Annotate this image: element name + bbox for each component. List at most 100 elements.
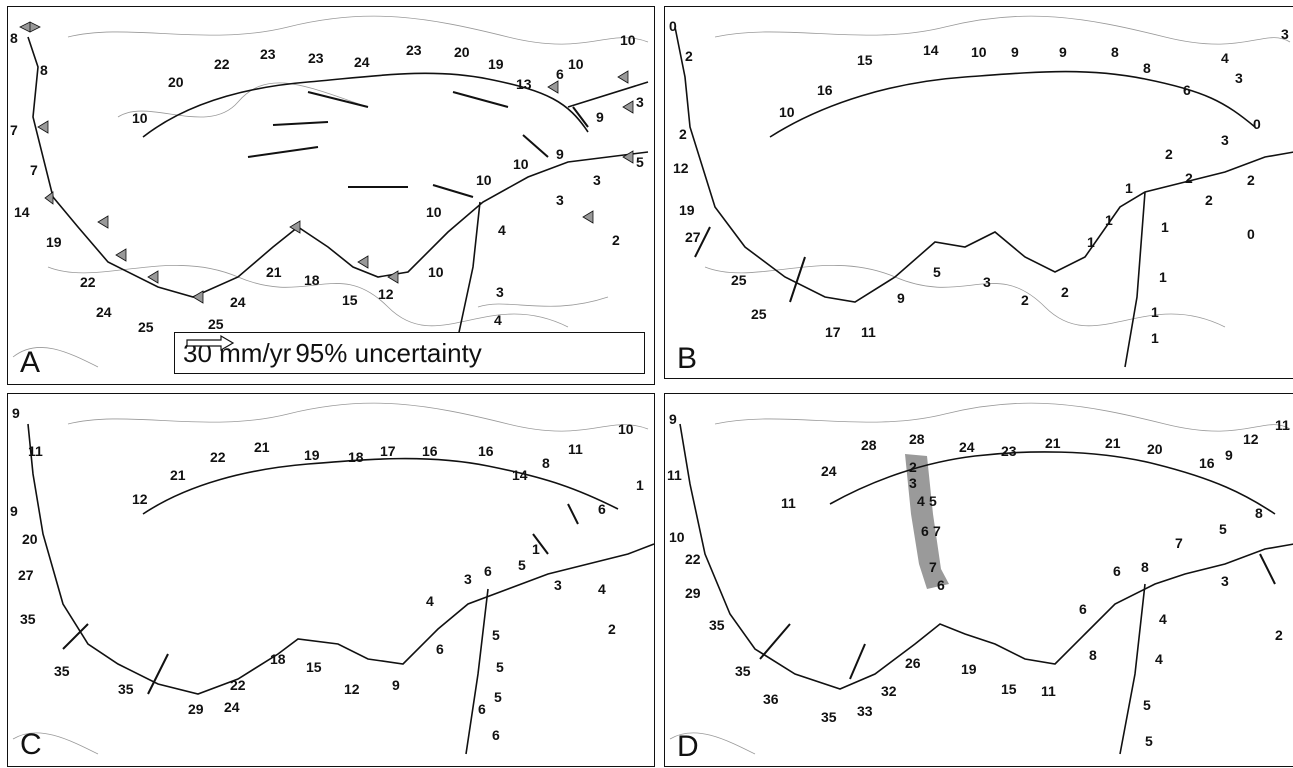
rate-label: 3 <box>1235 70 1243 86</box>
rate-label: 16 <box>422 443 438 459</box>
rate-label: 5 <box>636 154 644 170</box>
rate-label: 27 <box>18 567 34 583</box>
rate-label: 25 <box>138 319 154 335</box>
rate-label: 23 <box>406 42 422 58</box>
rate-label: 5 <box>1145 733 1153 749</box>
rate-label: 24 <box>224 699 240 715</box>
rate-label: 9 <box>12 405 20 421</box>
rate-label: 23 <box>308 50 324 66</box>
rate-label: 22 <box>80 274 96 290</box>
rate-labels: 8 8 7 7 14 19 22 24 25 25 24 21 18 15 12… <box>10 30 644 335</box>
velocity-arrows <box>247 91 589 198</box>
plate-boundaries <box>27 36 649 338</box>
rate-label: 8 <box>1111 44 1119 60</box>
rate-label: 11 <box>1275 417 1290 433</box>
rate-label: 9 <box>556 146 564 162</box>
rate-label: 14 <box>14 204 30 220</box>
rate-label: 12 <box>673 160 689 176</box>
scale-uncertainty: 95% uncertainty <box>295 337 482 368</box>
panel-letter: B <box>677 342 698 375</box>
rate-label: 20 <box>454 44 470 60</box>
panel-d-map: 9 11 10 22 29 35 35 36 35 33 32 26 19 15… <box>667 402 1293 755</box>
plate-boundaries <box>27 423 654 755</box>
rate-label: 6 <box>1079 601 1087 617</box>
rate-label: 16 <box>817 82 833 98</box>
rate-label: 4 <box>494 312 502 328</box>
rate-label: 8 <box>1141 559 1149 575</box>
rate-label: 25 <box>208 316 224 332</box>
coastlines <box>669 402 1291 755</box>
rate-labels: 0 2 2 12 19 27 25 25 17 11 9 5 3 2 2 1 1… <box>669 18 1289 346</box>
rate-label: 3 <box>1221 132 1229 148</box>
rate-label: 4 <box>426 593 434 609</box>
rate-label: 21 <box>266 264 282 280</box>
rate-label: 29 <box>188 701 204 717</box>
rate-label: 11 <box>667 467 682 483</box>
rate-label: 0 <box>1247 226 1255 242</box>
rate-label: 10 <box>426 204 442 220</box>
rate-label: 3 <box>556 192 564 208</box>
panel-d: 9 11 10 22 29 35 35 36 35 33 32 26 19 15… <box>664 393 1293 767</box>
rate-label: 15 <box>1001 681 1017 697</box>
rate-label: 10 <box>669 529 685 545</box>
rate-label: 4 <box>498 222 506 238</box>
rate-label: 29 <box>685 585 701 601</box>
rate-label: 1 <box>1125 180 1133 196</box>
rate-label: 21 <box>1105 435 1121 451</box>
coastlines <box>12 402 649 755</box>
rate-label: 0 <box>1253 116 1261 132</box>
rate-label: 20 <box>1147 441 1163 457</box>
rate-label: 2 <box>679 126 687 142</box>
panel-b-map: 0 2 2 12 19 27 25 25 17 11 9 5 3 2 2 1 1… <box>669 15 1293 368</box>
rate-label: 8 <box>1089 647 1097 663</box>
rate-label: 18 <box>270 651 286 667</box>
rate-label: 8 <box>542 455 550 471</box>
rate-label: 3 <box>496 284 504 300</box>
rate-label: 6 <box>937 577 945 593</box>
rate-label: 6 <box>492 727 500 743</box>
rate-label: 35 <box>735 663 751 679</box>
rate-label: 22 <box>210 449 226 465</box>
rate-label: 24 <box>354 54 370 70</box>
rate-label: 9 <box>596 109 604 125</box>
panel-a: 8 8 7 7 14 19 22 24 25 25 24 21 18 15 12… <box>7 6 655 385</box>
rate-label: 2 <box>1247 172 1255 188</box>
rate-label: 7 <box>10 122 18 138</box>
rate-label: 3 <box>909 475 917 491</box>
rate-label: 24 <box>959 439 975 455</box>
velocity-arrows <box>759 553 1276 680</box>
rate-label: 6 <box>484 563 492 579</box>
rate-label: 3 <box>464 571 472 587</box>
rate-label: 9 <box>669 411 677 427</box>
rate-label: 18 <box>304 272 320 288</box>
rate-label: 7 <box>933 523 941 539</box>
rate-label: 10 <box>428 264 444 280</box>
rate-label: 2 <box>608 621 616 637</box>
rate-label: 3 <box>636 94 644 110</box>
rate-label: 10 <box>618 421 634 437</box>
rate-label: 5 <box>496 659 504 675</box>
rate-label: 19 <box>304 447 320 463</box>
rate-label: 6 <box>1113 563 1121 579</box>
rate-label: 5 <box>518 557 526 573</box>
rate-label: 12 <box>344 681 360 697</box>
rate-label: 11 <box>568 441 583 457</box>
rate-label: 2 <box>1205 192 1213 208</box>
rate-label: 14 <box>923 42 939 58</box>
focal-mechanisms <box>19 21 634 304</box>
panel-c: 9 11 9 20 27 35 35 35 29 24 22 18 15 12 … <box>7 393 655 767</box>
rate-label: 7 <box>30 162 38 178</box>
rate-label: 2 <box>1185 170 1193 186</box>
rate-label: 16 <box>1199 455 1215 471</box>
rate-label: 9 <box>897 290 905 306</box>
rate-label: 5 <box>1143 697 1151 713</box>
rate-label: 22 <box>230 677 246 693</box>
rate-label: 1 <box>636 477 644 493</box>
rate-label: 3 <box>593 172 601 188</box>
rate-label: 20 <box>22 531 38 547</box>
panel-letter: D <box>677 730 699 763</box>
rate-label: 14 <box>512 467 528 483</box>
panel-letter: C <box>20 728 42 761</box>
rate-label: 35 <box>821 709 837 725</box>
rate-label: 11 <box>861 324 876 340</box>
